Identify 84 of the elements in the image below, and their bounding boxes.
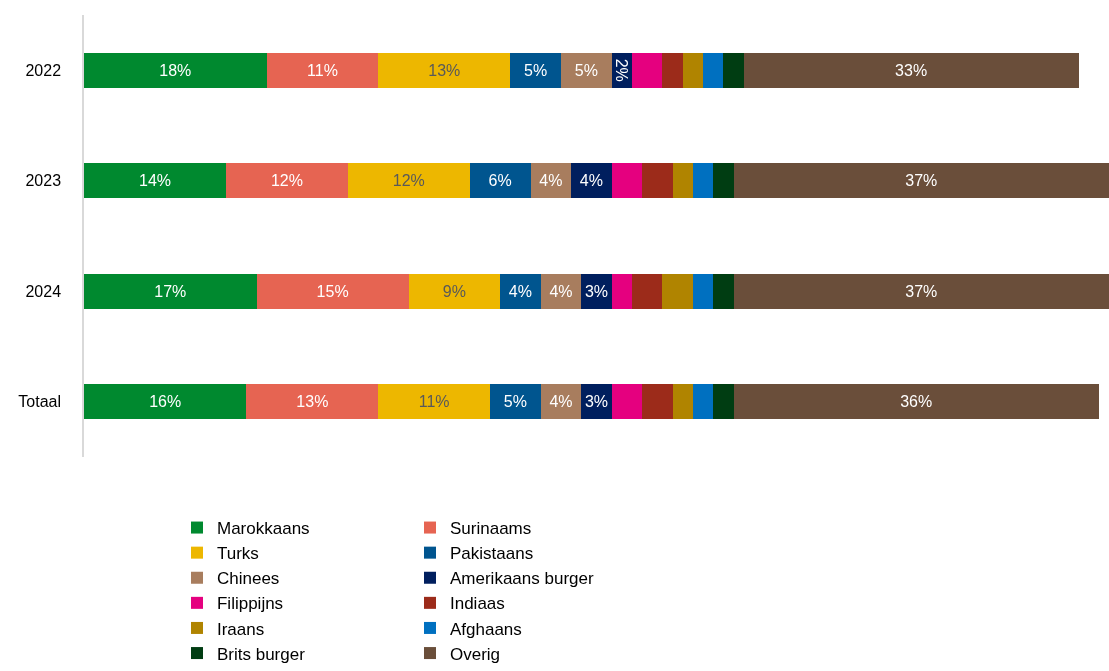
bar	[378, 384, 490, 420]
legend-label: Turks	[216, 544, 259, 564]
bar	[713, 384, 734, 420]
bar	[682, 52, 704, 88]
data-label: 18%	[159, 61, 192, 79]
y-tick-label: 2024	[25, 282, 62, 300]
data-label: 11%	[307, 61, 338, 79]
bar	[226, 163, 348, 199]
data-label: 4%	[549, 393, 573, 411]
bar	[489, 384, 541, 420]
bar	[632, 273, 663, 309]
bar	[560, 52, 612, 88]
data-label: 5%	[574, 61, 598, 79]
data-label: 13%	[428, 61, 461, 79]
bar	[713, 163, 734, 199]
legend-label: Filippijns	[216, 594, 284, 614]
data-label: 17%	[154, 282, 187, 300]
legend-label: Amerikaans burger	[449, 569, 594, 589]
bar	[469, 163, 531, 199]
data-label: 12%	[270, 172, 303, 190]
bar	[723, 52, 744, 88]
y-tick-label: Totaal	[18, 393, 62, 411]
bar	[632, 52, 663, 88]
data-label: 37%	[905, 282, 938, 300]
bar	[84, 52, 267, 88]
data-label: 15%	[316, 282, 349, 300]
bar	[692, 273, 714, 309]
data-label: 4%	[549, 282, 573, 300]
data-label: 6%	[488, 172, 512, 190]
bar	[672, 163, 693, 199]
bar	[84, 273, 257, 309]
data-label: 3%	[584, 393, 609, 411]
data-label: 4%	[539, 172, 563, 190]
bar	[642, 163, 673, 199]
legend-label: Indiaas	[449, 594, 505, 614]
bar	[256, 273, 409, 309]
legend-label: Afghaans	[449, 619, 522, 639]
data-label: 12%	[392, 172, 425, 190]
bar	[733, 273, 1109, 309]
data-label: 5%	[524, 61, 548, 79]
bar	[743, 52, 1079, 88]
bar	[672, 384, 693, 420]
data-label: 9%	[442, 282, 466, 300]
bar	[611, 163, 643, 199]
data-label: 5%	[503, 393, 527, 411]
bar	[692, 163, 714, 199]
bar	[84, 384, 247, 420]
bar	[408, 273, 501, 309]
data-label: 4%	[508, 282, 532, 300]
bar	[733, 384, 1099, 420]
bar	[692, 384, 714, 420]
legend-label: Marokkaans	[216, 519, 310, 539]
legend-label: Iraans	[216, 619, 265, 639]
data-label: 37%	[905, 172, 938, 190]
bar	[642, 384, 673, 420]
bar	[347, 163, 470, 199]
data-label: 13%	[296, 393, 329, 411]
bar	[733, 163, 1109, 199]
bar	[266, 52, 379, 88]
legend-label: Brits burger	[216, 644, 306, 664]
data-label: 4%	[579, 172, 603, 190]
data-label: 33%	[895, 61, 928, 79]
bar	[703, 52, 724, 88]
y-tick-label: 2023	[25, 172, 62, 190]
data-label: 14%	[139, 172, 172, 190]
data-label: 11%	[418, 393, 450, 411]
bar	[378, 52, 511, 88]
legend-label: Surinaams	[449, 519, 532, 539]
bar	[510, 52, 561, 88]
bar	[246, 384, 379, 420]
data-label: 3%	[584, 282, 609, 300]
bar	[84, 163, 227, 199]
legend-label: Chinees	[216, 569, 280, 589]
bar	[662, 273, 693, 309]
bar	[611, 273, 633, 309]
bar	[662, 52, 683, 88]
data-label: 16%	[149, 393, 182, 411]
data-label: 36%	[900, 393, 933, 411]
bar	[713, 273, 734, 309]
legend-label: Pakistaans	[449, 544, 534, 564]
data-label: 2%	[613, 58, 631, 82]
legend-label: Overig	[449, 644, 501, 664]
bar	[611, 384, 643, 420]
y-tick-label: 2022	[25, 61, 62, 79]
